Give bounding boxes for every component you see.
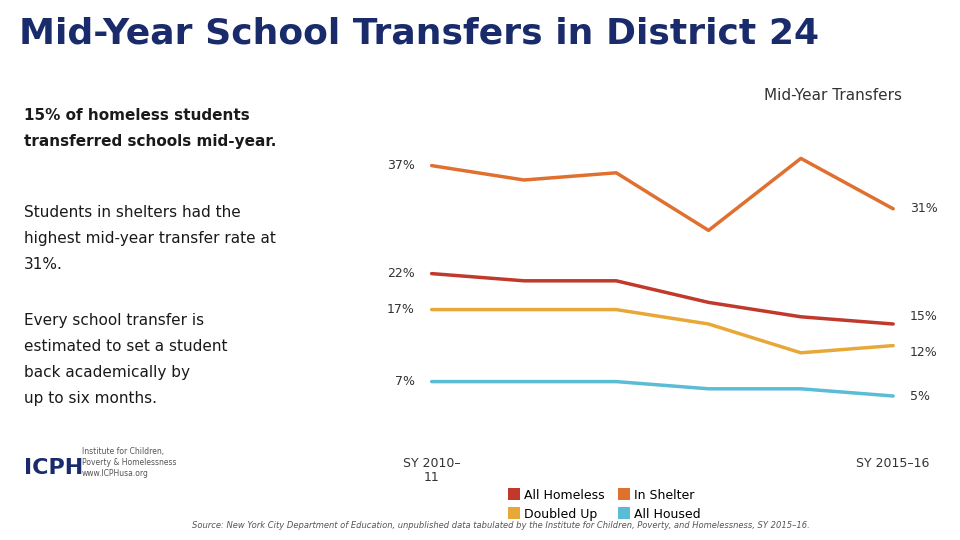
Text: ICPH: ICPH [24,458,84,478]
Text: Students in shelters had the: Students in shelters had the [24,205,241,220]
Text: Institute for Children,
Poverty & Homelessness
www.ICPHusa.org: Institute for Children, Poverty & Homele… [82,447,176,478]
Text: transferred schools mid-year.: transferred schools mid-year. [24,134,276,149]
Text: back academically by: back academically by [24,365,190,380]
Text: 37%: 37% [387,159,415,172]
Text: 12%: 12% [910,346,938,359]
Text: Every school transfer is: Every school transfer is [24,313,204,328]
Text: estimated to set a student: estimated to set a student [24,339,228,354]
Text: 5%: 5% [910,389,930,402]
Text: 15% of homeless students: 15% of homeless students [24,108,250,123]
Text: SY 2015–16: SY 2015–16 [856,457,930,470]
Text: 15%: 15% [910,310,938,323]
Text: 31%: 31% [910,202,938,215]
Text: SY 2010–
11: SY 2010– 11 [403,457,461,484]
Text: Mid-Year School Transfers in District 24: Mid-Year School Transfers in District 24 [19,16,819,50]
Text: 22%: 22% [387,267,415,280]
Text: highest mid-year transfer rate at: highest mid-year transfer rate at [24,231,276,246]
Text: Mid-Year Transfers: Mid-Year Transfers [764,87,902,103]
Text: 17%: 17% [387,303,415,316]
Text: 7%: 7% [395,375,415,388]
Text: Source: New York City Department of Education, unpublished data tabulated by the: Source: New York City Department of Educ… [192,521,809,530]
Text: up to six months.: up to six months. [24,391,157,406]
Text: 31%.: 31%. [24,257,62,272]
Legend: All Homeless, Doubled Up, In Shelter, All Housed: All Homeless, Doubled Up, In Shelter, Al… [504,484,706,526]
